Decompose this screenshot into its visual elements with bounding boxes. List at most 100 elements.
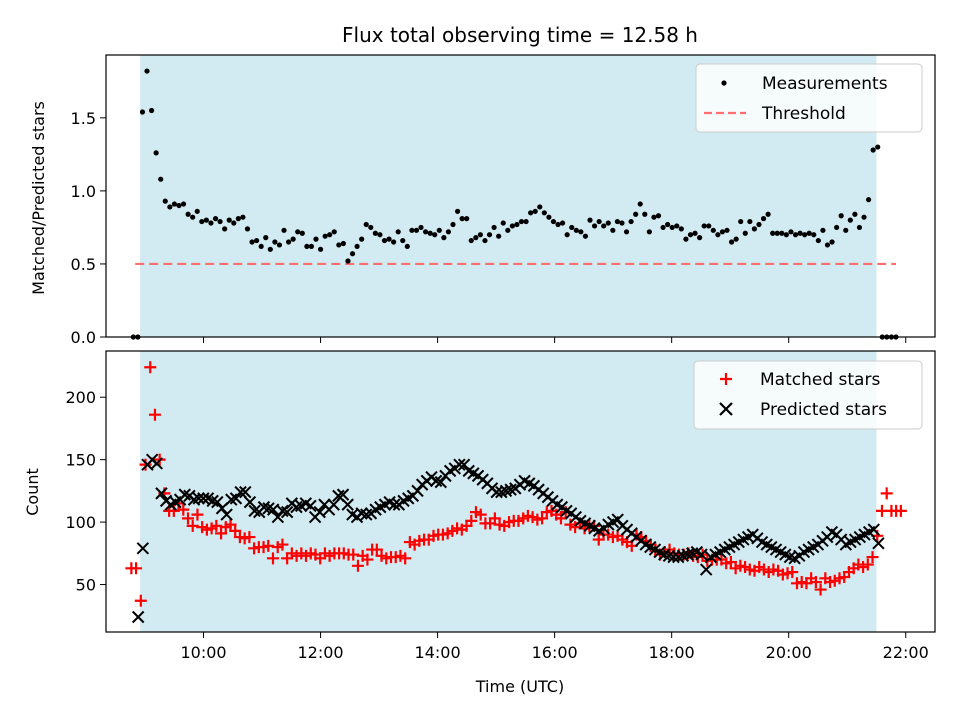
predicted-star-point xyxy=(327,498,340,511)
measurement-point xyxy=(190,214,196,220)
predicted-star-point xyxy=(178,488,191,501)
measurement-point xyxy=(327,232,333,238)
predicted-star-point xyxy=(276,504,289,518)
measurements-legend-marker xyxy=(721,80,727,86)
measurement-point xyxy=(212,216,219,222)
ratio-y-tick-label: 1.0 xyxy=(71,182,96,201)
measurement-point xyxy=(281,227,287,233)
matched-stars-legend-marker xyxy=(720,373,732,385)
measurement-point xyxy=(139,109,146,115)
measurement-point xyxy=(550,218,557,225)
counts-y-tick-label: 100 xyxy=(65,513,96,532)
predicted-star-point xyxy=(257,500,271,514)
matched-star-point xyxy=(191,508,204,521)
measurement-point xyxy=(578,229,584,235)
measurement-point xyxy=(285,239,292,245)
predicted-star-point xyxy=(271,510,285,524)
predicted-star-point xyxy=(360,508,373,521)
measurement-point xyxy=(678,226,684,232)
predicted-star-point xyxy=(225,493,238,506)
measurement-point xyxy=(486,232,493,238)
measurement-point xyxy=(587,217,593,223)
predicted-star-point xyxy=(211,495,224,509)
measurement-point xyxy=(491,224,497,231)
measurement-point xyxy=(875,144,881,150)
measurement-point xyxy=(427,230,433,236)
x-tick-label: 22:00 xyxy=(883,643,929,662)
measurement-point xyxy=(715,232,721,238)
measurement-point xyxy=(623,229,630,235)
measurement-point xyxy=(642,211,648,217)
measurement-point xyxy=(724,227,730,233)
measurement-point xyxy=(601,223,607,229)
predicted-star-point xyxy=(206,494,219,508)
predicted-star-point xyxy=(336,488,350,501)
measurement-point xyxy=(249,239,255,245)
ratio-panel-frame xyxy=(105,54,936,338)
matched-star-point xyxy=(861,558,874,571)
measurement-point xyxy=(719,229,726,235)
legend-measurements: Measurements xyxy=(762,74,888,94)
predicted-star-point xyxy=(341,498,354,511)
measurement-point xyxy=(541,210,547,216)
counts-panel-frame xyxy=(105,350,936,633)
measurement-point xyxy=(861,214,867,220)
measurement-point xyxy=(317,246,324,252)
matched-star-point xyxy=(210,519,223,532)
measurement-point xyxy=(395,229,401,235)
measurement-point xyxy=(674,223,680,229)
matched-star-point xyxy=(880,487,893,500)
measurement-point xyxy=(359,236,365,242)
matched-star-point xyxy=(866,551,879,564)
matched-star-point xyxy=(894,504,907,517)
ratio-y-tick-label: 1.5 xyxy=(71,109,96,128)
predicted-star-point xyxy=(504,483,517,496)
measurement-point xyxy=(158,176,164,182)
measurement-point xyxy=(148,107,155,114)
counts-y-tick-label: 50 xyxy=(76,576,96,595)
measurement-point xyxy=(409,227,415,233)
measurement-point xyxy=(537,204,543,210)
predicted-star-point xyxy=(239,485,252,499)
measurement-point xyxy=(391,239,397,245)
measurement-point xyxy=(400,237,406,244)
measurement-point xyxy=(518,218,525,225)
measurement-point xyxy=(710,227,716,233)
measurement-point xyxy=(870,147,876,153)
counts-y-axis-label: Count xyxy=(23,468,42,516)
measurement-point xyxy=(322,233,328,239)
measurement-point xyxy=(838,213,844,219)
measurement-point xyxy=(477,232,483,238)
measurement-point xyxy=(473,235,479,241)
measurement-point xyxy=(701,223,707,229)
measurement-point xyxy=(436,227,442,233)
measurement-point xyxy=(244,226,251,232)
measurement-point xyxy=(774,230,780,236)
measurement-point xyxy=(331,229,337,235)
measurement-point xyxy=(386,236,392,242)
predicted-star-point xyxy=(290,500,303,514)
measurement-point xyxy=(692,230,698,236)
predicted-star-point xyxy=(676,549,690,563)
measurement-point xyxy=(747,218,753,225)
predicted-star-point xyxy=(658,548,671,561)
measurement-point xyxy=(432,232,438,238)
predicted-star-point xyxy=(872,537,885,550)
measurement-point xyxy=(276,242,283,248)
measurement-point xyxy=(199,218,205,225)
measurement-point xyxy=(628,218,634,225)
matched-star-point xyxy=(229,524,242,537)
measurement-point xyxy=(235,216,241,222)
measurement-point xyxy=(418,224,424,231)
counts-legend-box xyxy=(693,360,923,430)
measurement-point xyxy=(217,218,223,225)
matched-star-point xyxy=(144,361,157,374)
ratio-y-axis-label: Matched/Predicted stars xyxy=(29,101,48,295)
measurement-point xyxy=(660,224,666,231)
measurement-point xyxy=(349,251,356,257)
matched-star-point xyxy=(809,576,822,589)
chart-title: Flux total observing time = 12.58 h xyxy=(342,23,698,47)
predicted-star-point xyxy=(611,513,624,526)
